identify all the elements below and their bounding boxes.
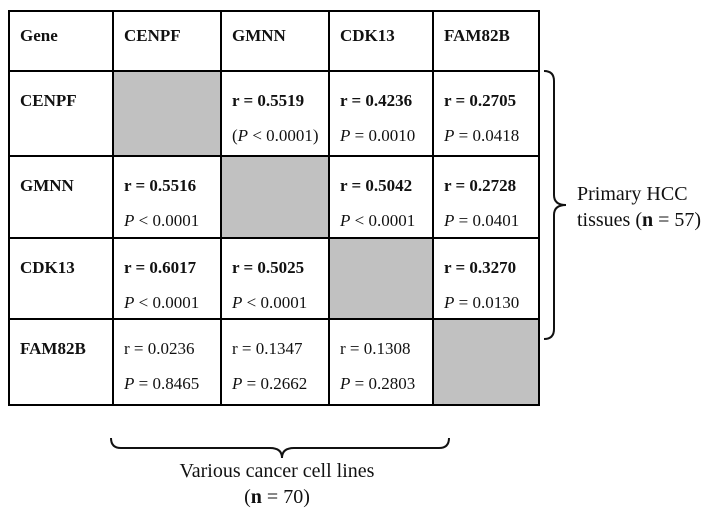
diagonal-cell-cdk13 <box>330 239 432 318</box>
cell-lines-label: Various cancer cell lines (n = 70) <box>112 458 442 510</box>
correlation-table: Gene CENPF GMNN CDK13 FAM82B CENPF r = 0.5519 (… <box>8 10 540 406</box>
r-value: r = 0.2705 <box>444 91 517 110</box>
r-value: r = 0.5516 <box>124 176 197 195</box>
column-header-label: Gene <box>20 26 58 45</box>
row-header-label: GMNN <box>20 176 74 195</box>
right-brace <box>543 70 567 340</box>
p-suffix: < 0.0001) <box>248 126 319 145</box>
p-symbol: P <box>340 126 351 145</box>
p-symbol: P <box>232 293 243 312</box>
p-suffix: < 0.0001 <box>350 211 416 230</box>
primary-hcc-label-line2: tissues (n = 57) <box>577 209 702 231</box>
column-header-gene: Gene <box>10 12 112 70</box>
p-value: P = 0.0401 <box>444 212 519 230</box>
r-value: r = 0.0236 <box>124 339 195 358</box>
p-symbol: P <box>444 211 455 230</box>
value-cell-cdk13-gmnn: r = 0.5025 P < 0.0001 <box>222 239 328 318</box>
p-value: P = 0.8465 <box>124 375 199 393</box>
column-header-label: GMNN <box>232 26 286 45</box>
value-cell-fam82b-gmnn: r = 0.1347 P = 0.2662 <box>222 320 328 404</box>
cell-lines-label-line2: (n = 70) <box>244 486 310 508</box>
p-prefix: ( <box>232 126 238 145</box>
r-value: r = 0.5042 <box>340 176 413 195</box>
p-symbol: P <box>444 126 455 145</box>
n-symbol: n <box>642 209 654 231</box>
value-cell-cenpf-fam82b: r = 0.2705 P = 0.0418 <box>434 72 538 155</box>
value-cell-cenpf-cdk13: r = 0.4236 P = 0.0010 <box>330 72 432 155</box>
p-suffix: = 0.0130 <box>454 293 520 312</box>
r-value: r = 0.5025 <box>232 258 305 277</box>
value-cell-cdk13-cenpf: r = 0.6017 P < 0.0001 <box>114 239 220 318</box>
r-value: r = 0.1347 <box>232 339 303 358</box>
n-symbol: n <box>250 486 262 508</box>
bottom-brace <box>110 437 450 459</box>
column-header-label: FAM82B <box>444 26 510 45</box>
r-value: r = 0.1308 <box>340 339 411 358</box>
row-header-cdk13: CDK13 <box>10 239 112 318</box>
column-header-label: CDK13 <box>340 26 395 45</box>
p-symbol: P <box>444 293 455 312</box>
p-symbol: P <box>124 211 135 230</box>
p-suffix: = 0.0418 <box>454 126 520 145</box>
p-symbol: P <box>340 374 351 393</box>
p-value: P < 0.0001 <box>124 294 199 312</box>
column-header-cdk13: CDK13 <box>330 12 432 70</box>
p-suffix: = 0.0401 <box>454 211 520 230</box>
value-cell-gmnn-fam82b: r = 0.2728 P = 0.0401 <box>434 157 538 237</box>
p-suffix: = 0.2662 <box>242 374 308 393</box>
diagonal-cell-fam82b <box>434 320 538 404</box>
column-header-label: CENPF <box>124 26 181 45</box>
r-value: r = 0.5519 <box>232 91 305 110</box>
p-value: P = 0.0130 <box>444 294 519 312</box>
value-cell-fam82b-cdk13: r = 0.1308 P = 0.2803 <box>330 320 432 404</box>
p-symbol: P <box>232 374 243 393</box>
value-cell-cdk13-fam82b: r = 0.3270 P = 0.0130 <box>434 239 538 318</box>
p-value: P < 0.0001 <box>124 212 199 230</box>
p-symbol: P <box>124 374 135 393</box>
cell-lines-label-line1: Various cancer cell lines <box>179 460 375 482</box>
diagonal-cell-gmnn <box>222 157 328 237</box>
r-value: r = 0.2728 <box>444 176 517 195</box>
p-symbol: P <box>124 293 135 312</box>
r-value: r = 0.3270 <box>444 258 517 277</box>
column-header-cenpf: CENPF <box>114 12 220 70</box>
r-value: r = 0.4236 <box>340 91 413 110</box>
r-value: r = 0.6017 <box>124 258 197 277</box>
value-cell-fam82b-cenpf: r = 0.0236 P = 0.8465 <box>114 320 220 404</box>
row-header-label: CDK13 <box>20 258 75 277</box>
value-cell-gmnn-cdk13: r = 0.5042 P < 0.0001 <box>330 157 432 237</box>
primary-hcc-label: Primary HCC tissues (n = 57) <box>577 181 701 233</box>
p-value: P = 0.0418 <box>444 127 519 145</box>
p-suffix: = 0.2803 <box>350 374 416 393</box>
column-header-gmnn: GMNN <box>222 12 328 70</box>
p-suffix: = 0.0010 <box>350 126 416 145</box>
p-value: P < 0.0001 <box>232 294 307 312</box>
p-suffix: = 0.8465 <box>134 374 200 393</box>
diagonal-cell-cenpf <box>114 72 220 155</box>
value-cell-gmnn-cenpf: r = 0.5516 P < 0.0001 <box>114 157 220 237</box>
row-header-label: CENPF <box>20 91 77 110</box>
row-header-label: FAM82B <box>20 339 86 358</box>
row-header-gmnn: GMNN <box>10 157 112 237</box>
p-value: P < 0.0001 <box>340 212 415 230</box>
p-suffix: < 0.0001 <box>242 293 308 312</box>
p-suffix: < 0.0001 <box>134 211 200 230</box>
value-cell-cenpf-gmnn: r = 0.5519 (P < 0.0001) <box>222 72 328 155</box>
p-value: P = 0.0010 <box>340 127 415 145</box>
row-header-fam82b: FAM82B <box>10 320 112 404</box>
p-value: P = 0.2662 <box>232 375 307 393</box>
row-header-cenpf: CENPF <box>10 72 112 155</box>
p-suffix: < 0.0001 <box>134 293 200 312</box>
p-value: (P < 0.0001) <box>232 127 319 145</box>
primary-hcc-label-line1: Primary HCC <box>577 183 688 205</box>
p-value: P = 0.2803 <box>340 375 415 393</box>
column-header-fam82b: FAM82B <box>434 12 538 70</box>
p-symbol: P <box>237 126 249 145</box>
p-symbol: P <box>340 211 351 230</box>
